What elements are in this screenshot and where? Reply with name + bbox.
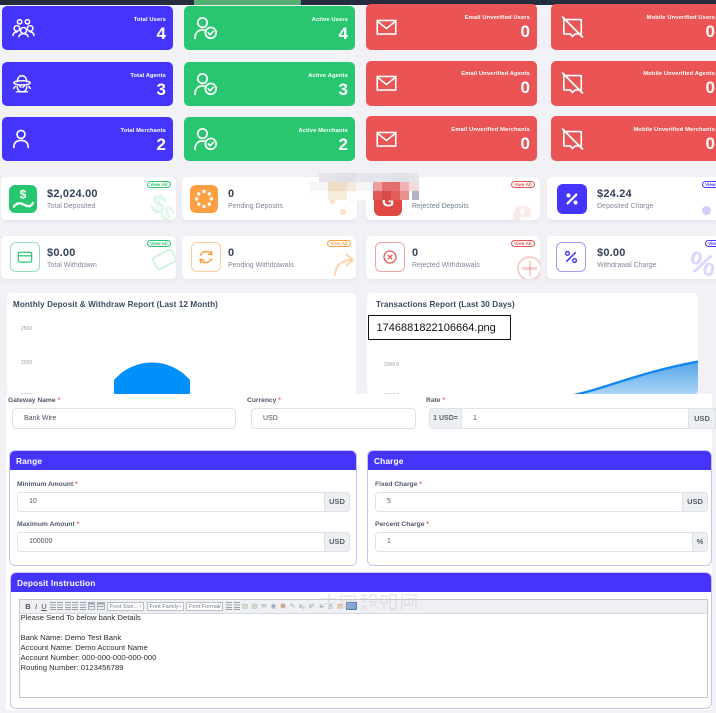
svg-text:$: $ bbox=[20, 188, 27, 202]
